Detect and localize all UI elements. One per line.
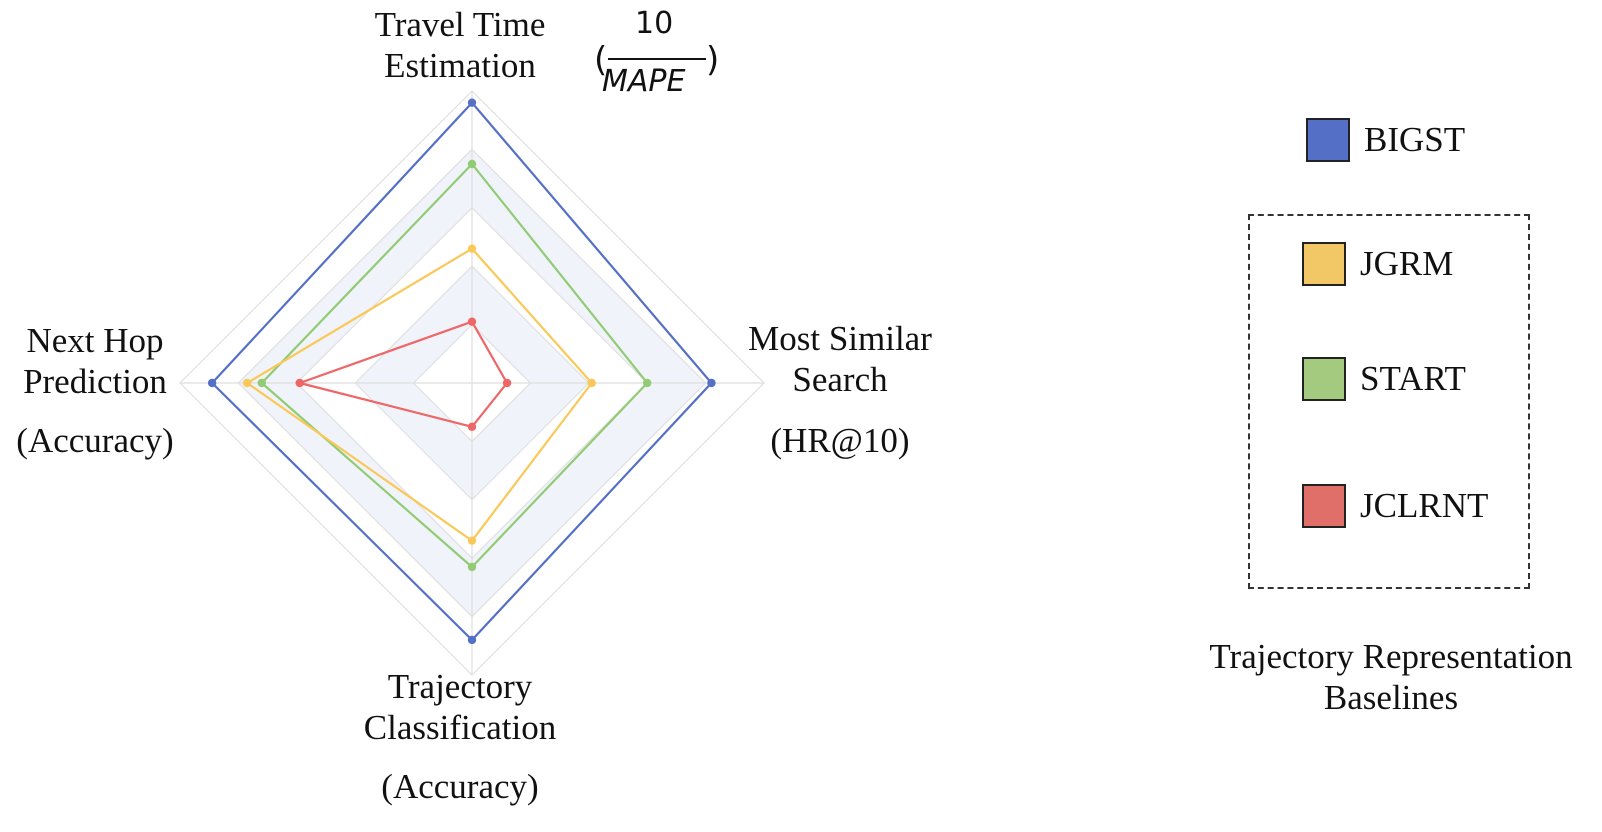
legend-swatch-jgrm (1302, 242, 1346, 286)
axis-label-bottom-line2: Classification (363, 708, 557, 747)
metric-fraction-bar (608, 58, 706, 60)
axis-label-top-line2: Estimation (384, 46, 536, 85)
series-jclrnt (295, 317, 512, 431)
axis-label-left: Next Hop Prediction (0, 320, 190, 402)
metric-denominator: MAPE (602, 64, 686, 99)
data-point-jclrnt-bottom (467, 422, 477, 431)
metric-numerator: 10 (635, 6, 674, 41)
data-point-jgrm-bottom (467, 536, 477, 545)
legend-group-caption: Trajectory Representation Baselines (1182, 636, 1600, 718)
axis-metric-right: (HR@10) (770, 421, 910, 460)
axis-label-right: Most Similar Search (720, 318, 960, 400)
legend-group-caption-line1: Trajectory Representation (1209, 637, 1573, 676)
legend-swatch-start (1302, 357, 1346, 401)
data-point-bigst-top (467, 98, 477, 107)
data-point-bigst-right (707, 378, 716, 388)
data-point-bigst-left (207, 378, 217, 388)
radar-series (207, 98, 716, 645)
legend-item-bigst: BIGST (1306, 118, 1465, 162)
data-point-jclrnt-top (467, 317, 477, 326)
legend-item-jclrnt: JCLRNT (1302, 484, 1488, 528)
data-point-jgrm-right (587, 378, 596, 388)
axis-metric-bottom: (Accuracy) (381, 767, 539, 806)
series-start (257, 159, 652, 572)
data-point-jclrnt-left (295, 378, 304, 388)
axis-label-left-line1: Next Hop (26, 321, 164, 360)
data-point-jclrnt-right (502, 378, 512, 388)
data-point-jgrm-left (242, 378, 252, 388)
legend-label-start: START (1360, 359, 1466, 398)
axis-metric-top: ( 10 MAPE ) (594, 6, 734, 101)
legend-item-jgrm: JGRM (1302, 242, 1453, 286)
data-point-bigst-bottom (467, 635, 477, 645)
legend-group-caption-line2: Baselines (1323, 678, 1459, 717)
metric-paren-close: ) (706, 40, 720, 80)
metric-paren-open: ( (594, 40, 608, 80)
data-point-start-bottom (467, 562, 477, 572)
axis-metric-left: (Accuracy) (16, 421, 174, 460)
axis-label-top-line1: Travel Time (374, 5, 546, 44)
series-bigst (207, 98, 716, 645)
legend-baselines-group (1248, 214, 1530, 589)
data-point-jgrm-top (467, 244, 477, 253)
axis-label-top: Travel Time Estimation (340, 4, 580, 86)
axis-label-left-line2: Prediction (23, 362, 167, 401)
axis-label-bottom: Trajectory Classification (330, 666, 590, 748)
legend-item-start: START (1302, 357, 1466, 401)
data-point-start-right (643, 378, 652, 388)
data-point-start-top (467, 159, 477, 169)
axis-label-bottom-line1: Trajectory (387, 667, 533, 706)
legend-label-jgrm: JGRM (1360, 244, 1454, 283)
data-point-start-left (257, 378, 266, 388)
legend-swatch-jclrnt (1302, 484, 1346, 528)
legend-swatch-bigst (1306, 118, 1350, 162)
series-jgrm (242, 244, 596, 545)
legend-label-bigst: BIGST (1364, 120, 1466, 159)
axis-label-right-line2: Search (792, 360, 888, 399)
axis-label-right-line1: Most Similar (748, 319, 932, 358)
radar-spokes (180, 91, 764, 675)
legend-label-jclrnt: JCLRNT (1360, 486, 1489, 525)
